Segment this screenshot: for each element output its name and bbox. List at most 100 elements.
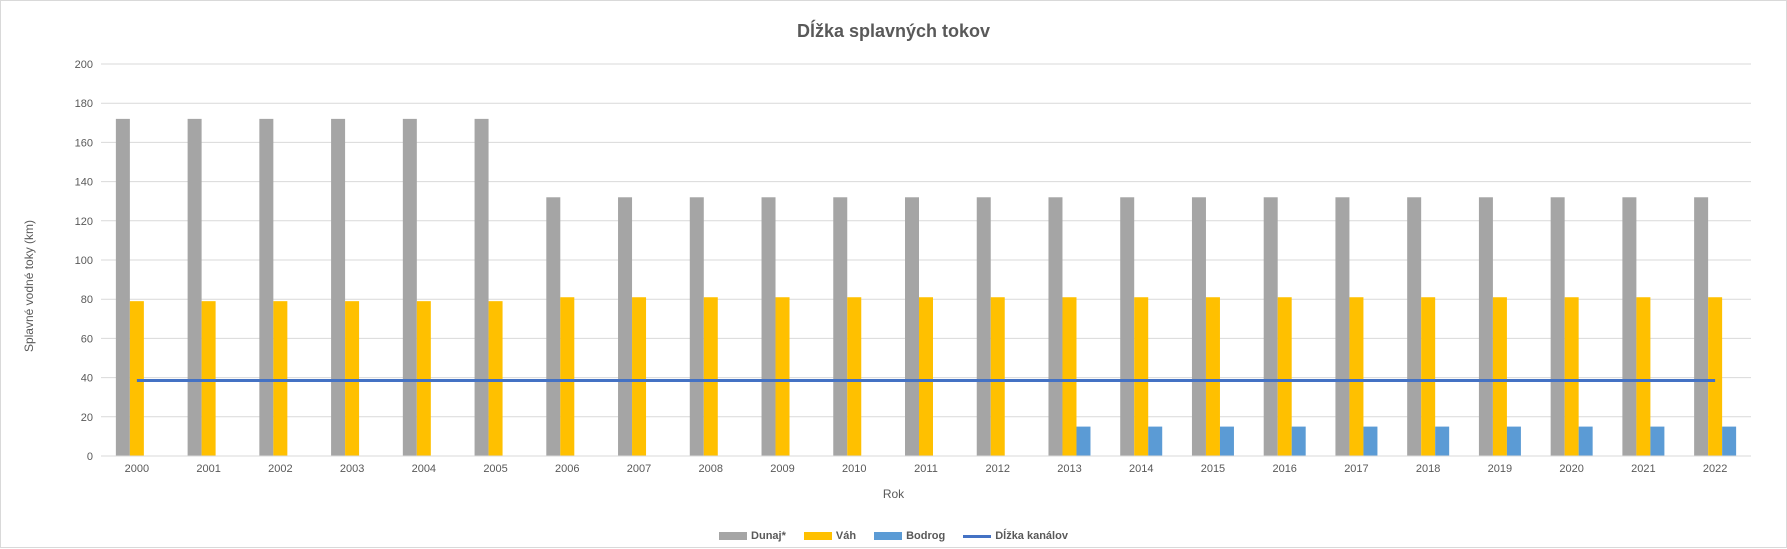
bar-v-h-2008	[703, 297, 718, 456]
x-tick-label: 2000	[125, 463, 149, 475]
bar-dunaj--2008	[689, 197, 704, 456]
x-tick-label: 2006	[555, 463, 579, 475]
bar-dunaj--2003	[331, 118, 346, 456]
x-tick-label: 2019	[1488, 463, 1512, 475]
bar-dunaj--2019	[1478, 197, 1493, 456]
y-tick-label: 60	[81, 333, 93, 345]
bar-dunaj--2020	[1550, 197, 1565, 456]
legend-item: Bodrog	[874, 530, 945, 542]
legend: Dunaj* Váh Bodrog Dĺžka kanálov	[1, 530, 1786, 542]
legend-item: Váh	[803, 530, 857, 542]
legend-item: Dunaj*	[719, 530, 786, 542]
legend-item: Dĺžka kanálov	[963, 530, 1068, 542]
legend-swatch	[803, 532, 832, 540]
bar-dunaj--2017	[1335, 197, 1350, 456]
bar-v-h-2002	[273, 301, 288, 456]
bar-bodrog-2015	[1219, 426, 1234, 456]
legend-label: Dunaj*	[751, 530, 786, 542]
bar-v-h-2014	[1134, 297, 1149, 456]
bar-dunaj--2014	[1120, 197, 1135, 456]
x-tick-label: 2001	[196, 463, 220, 475]
bar-v-h-2011	[919, 297, 933, 456]
x-tick-label: 2010	[842, 463, 866, 475]
x-tick-label: 2002	[268, 463, 292, 475]
x-tick-label: 2004	[412, 463, 436, 475]
x-tick-label: 2007	[627, 463, 651, 475]
legend-swatch	[719, 532, 748, 540]
bar-dunaj--2022	[1694, 197, 1709, 456]
x-tick-label: 2003	[340, 463, 364, 475]
x-tick-label: 2018	[1416, 463, 1440, 475]
legend-label: Bodrog	[906, 530, 946, 542]
bar-v-h-2006	[560, 297, 575, 456]
bar-v-h-2010	[847, 297, 862, 456]
x-tick-label: 2011	[914, 463, 938, 475]
bar-v-h-2007	[632, 297, 647, 456]
chart-title: Dĺžka splavných tokov	[796, 21, 991, 41]
bar-dunaj--2007	[618, 197, 633, 456]
x-tick-label: 2016	[1272, 463, 1296, 475]
x-tick-label: 2015	[1201, 463, 1225, 475]
bar-dunaj--2009	[761, 197, 776, 456]
x-tick-label: 2021	[1631, 463, 1655, 475]
x-tick-label: 2005	[483, 463, 507, 475]
y-tick-label: 180	[75, 98, 93, 110]
bar-v-h-2018	[1421, 297, 1436, 456]
bar-v-h-2013	[1062, 297, 1077, 456]
y-tick-label: 40	[81, 373, 93, 385]
bar-bodrog-2021	[1650, 426, 1665, 456]
bar-v-h-2009	[775, 297, 790, 456]
x-tick-label: 2012	[985, 463, 1009, 475]
x-tick-label: 2017	[1344, 463, 1368, 475]
bar-dunaj--2006	[546, 197, 561, 456]
bar-dunaj--2000	[115, 118, 130, 456]
legend-label: Váh	[835, 530, 857, 542]
x-tick-label: 2020	[1559, 463, 1583, 475]
bar-v-h-2017	[1349, 297, 1364, 456]
bar-bodrog-2019	[1506, 426, 1521, 456]
bar-bodrog-2016	[1291, 426, 1306, 456]
x-tick-label: 2013	[1057, 463, 1081, 475]
bar-v-h-2019	[1492, 297, 1507, 456]
bar-v-h-2012	[990, 297, 1005, 456]
legend-label: Dĺžka kanálov	[995, 530, 1068, 542]
bar-dunaj--2018	[1407, 197, 1422, 456]
bar-bodrog-2020	[1578, 426, 1593, 456]
x-tick-label: 2022	[1703, 463, 1727, 475]
bar-dunaj--2012	[976, 197, 991, 456]
x-tick-label: 2014	[1129, 463, 1153, 475]
y-tick-label: 140	[75, 177, 93, 189]
x-axis-label: Rok	[882, 487, 905, 501]
bar-dunaj--2002	[259, 118, 274, 456]
y-tick-label: 160	[75, 137, 93, 149]
legend-swatch	[963, 534, 992, 538]
y-tick-label: 20	[81, 412, 93, 424]
bar-dunaj--2004	[402, 118, 417, 456]
y-tick-label: 100	[75, 255, 93, 267]
bar-v-h-2021	[1636, 297, 1651, 456]
bar-bodrog-2017	[1363, 426, 1378, 456]
bar-bodrog-2013	[1076, 426, 1091, 456]
bar-bodrog-2014	[1148, 426, 1163, 456]
bar-v-h-2022	[1708, 297, 1723, 456]
bar-v-h-2000	[129, 301, 144, 456]
bar-v-h-2020	[1564, 297, 1579, 456]
y-tick-label: 0	[87, 451, 93, 463]
x-tick-label: 2009	[770, 463, 794, 475]
bar-v-h-2015	[1205, 297, 1220, 456]
x-tick-label: 2008	[699, 463, 723, 475]
y-tick-label: 120	[75, 216, 93, 228]
bar-dunaj--2005	[474, 118, 489, 456]
bar-v-h-2016	[1277, 297, 1292, 456]
bar-dunaj--2016	[1263, 197, 1278, 456]
bar-dunaj--2013	[1048, 197, 1063, 456]
bar-v-h-2005	[488, 301, 503, 456]
bar-dunaj--2001	[187, 118, 202, 456]
bar-v-h-2003	[345, 301, 360, 456]
bar-v-h-2004	[416, 301, 431, 456]
bar-v-h-2001	[201, 301, 216, 456]
bar-dunaj--2010	[833, 197, 848, 456]
bar-dunaj--2015	[1191, 197, 1206, 456]
